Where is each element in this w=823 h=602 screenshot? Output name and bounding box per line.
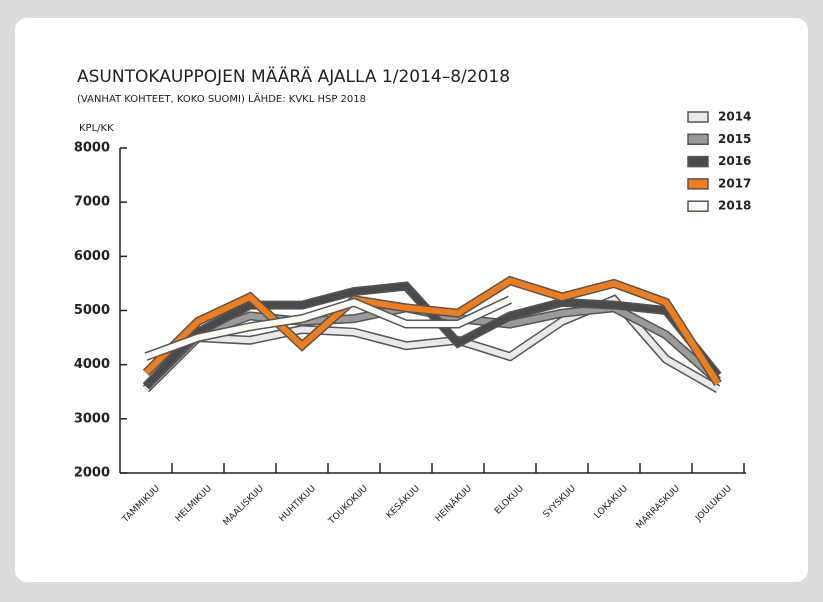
legend-label: 2017 (718, 176, 751, 190)
legend-label: 2016 (718, 154, 751, 168)
y-tick-label: 3000 (74, 411, 110, 426)
y-tick-label: 6000 (74, 249, 110, 264)
legend-label: 2018 (718, 199, 751, 213)
chart-subtitle: (VANHAT KOHTEET, KOKO SUOMI) LÄHDE: KVKL… (77, 92, 366, 105)
line (144, 296, 512, 360)
legend-swatch (687, 200, 709, 212)
y-tick-label: 2000 (74, 466, 110, 481)
legend-swatch (687, 133, 709, 146)
legend-swatch (687, 178, 709, 190)
y-axis-label: KPL/KK (79, 123, 114, 134)
legend-label: 2015 (718, 132, 751, 146)
line (143, 277, 721, 386)
y-tick-label: 8000 (74, 141, 110, 156)
legend-swatch (687, 155, 709, 168)
card (15, 18, 808, 582)
y-tick-label: 7000 (74, 195, 110, 210)
chart-title: ASUNTOKAUPPOJEN MÄÄRÄ AJALLA 1/2014–8/20… (77, 66, 510, 87)
y-tick-label: 4000 (74, 357, 110, 372)
legend-swatch (687, 111, 709, 123)
legend-label: 2014 (718, 110, 751, 124)
y-tick-label: 5000 (74, 303, 110, 318)
